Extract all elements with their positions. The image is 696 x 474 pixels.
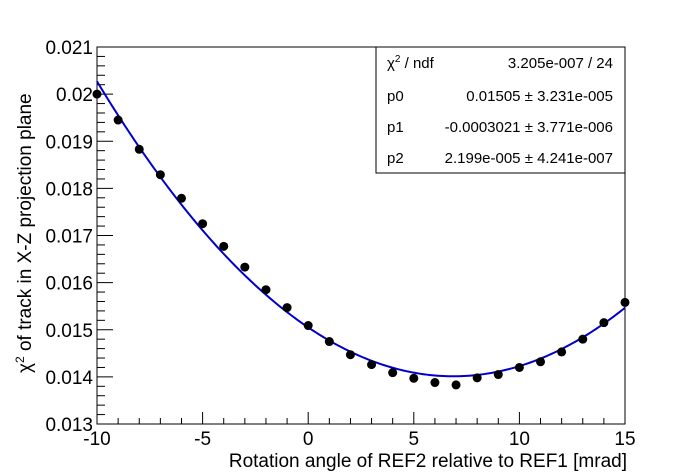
y-tick-label: 0.015 (45, 321, 93, 342)
data-point (92, 89, 102, 99)
data-point (324, 337, 334, 347)
data-point (578, 334, 588, 344)
data-point (388, 368, 398, 378)
y-axis-title-chi: χ (15, 363, 36, 373)
y-tick-label: 0.017 (45, 227, 93, 248)
data-point (599, 318, 609, 328)
stats-label-main: p2 (387, 150, 404, 167)
stats-label: p2 (387, 150, 404, 167)
stats-box-frame (375, 46, 626, 174)
stats-label-main: χ (387, 55, 395, 72)
data-point (493, 370, 503, 380)
y-tick-label: 0.014 (45, 368, 93, 389)
points-layer (92, 89, 630, 390)
data-point (367, 360, 377, 370)
data-point (282, 303, 292, 313)
y-tick-label: 0.018 (45, 179, 93, 200)
data-point (451, 380, 461, 390)
y-axis-title-sup: 2 (13, 356, 27, 363)
data-point (536, 357, 546, 367)
y-axis-title: χ2 of track in X-Z projection plane (13, 93, 36, 373)
data-point (409, 373, 419, 383)
stats-value: -0.0003021 ± 3.771e-006 (445, 119, 613, 136)
x-tick-label: 10 (509, 429, 530, 450)
x-tick-label: 5 (409, 429, 420, 450)
y-tick-label: 0.013 (45, 415, 93, 436)
data-point (514, 362, 524, 372)
data-point (557, 347, 567, 357)
stats-box: χ2 / ndf 3.205e-007 / 24 p0 0.01505 ± 3.231… (375, 46, 626, 174)
data-point (134, 144, 144, 154)
data-point (219, 241, 229, 251)
stats-value: 2.199e-005 ± 4.241e-007 (445, 150, 613, 167)
x-tick-label: -10 (83, 429, 110, 450)
data-point (113, 115, 123, 125)
y-axis-title-rest: of track in X-Z projection plane (15, 93, 36, 356)
stats-label-main: p0 (387, 88, 404, 105)
x-tick-label: -5 (194, 429, 211, 450)
stats-label: p1 (387, 119, 404, 136)
y-tick-label: 0.021 (45, 38, 93, 59)
y-axis: 0.013 0.014 0.015 0.016 0.017 0.018 0.019 0.02 0… (45, 38, 113, 436)
data-point (472, 373, 482, 383)
y-tick-label: 0.019 (45, 132, 93, 153)
stats-label-main: p1 (387, 119, 404, 136)
stats-label: χ2 / ndf (387, 54, 435, 72)
stats-label-rest: / ndf (400, 55, 434, 72)
x-axis: -10 -5 0 5 10 15 (83, 412, 636, 450)
x-tick-label: 15 (614, 429, 635, 450)
y-tick-label: 0.016 (45, 274, 93, 295)
x-axis-title: Rotation angle of REF2 relative to REF1 … (229, 451, 627, 472)
data-point (176, 193, 186, 203)
stats-label-sup: 2 (395, 54, 401, 65)
data-point (430, 378, 440, 388)
data-point (155, 170, 165, 180)
data-point (240, 262, 250, 272)
y-tick-label: 0.02 (56, 85, 93, 106)
stats-value: 3.205e-007 / 24 (508, 55, 613, 72)
x-tick-label: 0 (303, 429, 314, 450)
stats-value: 0.01505 ± 3.231e-005 (466, 88, 613, 105)
stats-label: p0 (387, 88, 404, 105)
data-point (261, 285, 271, 295)
data-point (303, 321, 313, 331)
data-point (620, 297, 630, 307)
data-point (198, 219, 208, 229)
data-point (345, 350, 355, 360)
